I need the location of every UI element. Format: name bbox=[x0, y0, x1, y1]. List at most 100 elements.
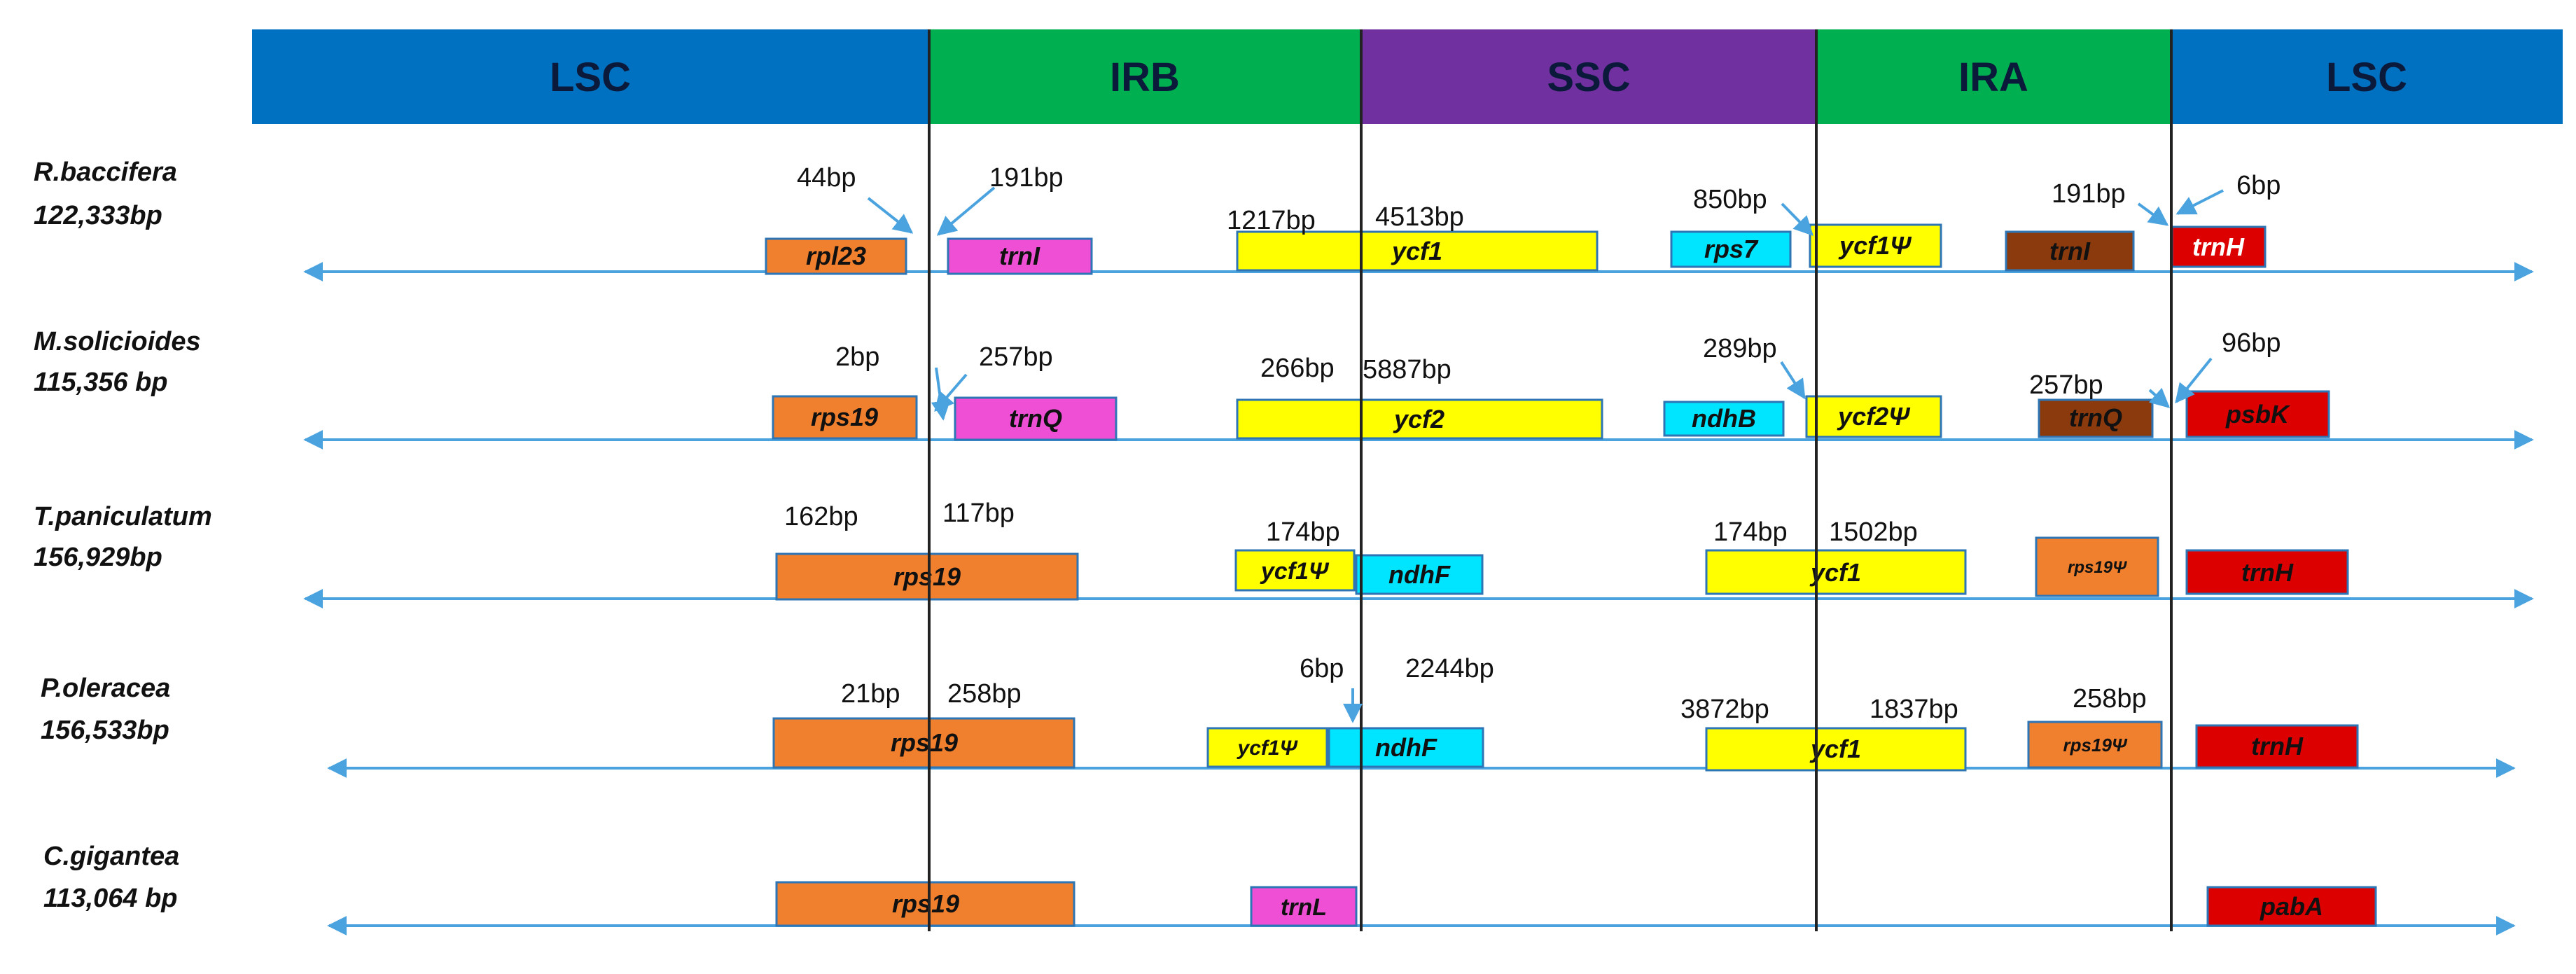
gene-label: ycf1Ψ bbox=[1237, 737, 1298, 760]
pointer-arrows bbox=[867, 186, 2224, 723]
gene-labels: rpl23 trnI ycf1 rps7 ycf1Ψ trnI trnH rps… bbox=[806, 231, 2323, 921]
gene-box-trnQ-ira bbox=[2038, 398, 2154, 438]
bp-label: 117bp bbox=[942, 499, 1015, 528]
bp-labels: 44bp 191bp 1217bp 4513bp 850bp 191bp 6bp… bbox=[784, 163, 2281, 724]
gene-box-rpl23 bbox=[765, 237, 907, 275]
gene-box-ndhB bbox=[1663, 401, 1785, 437]
species-name: T.paniculatum bbox=[34, 502, 212, 531]
junction-lines bbox=[928, 29, 2173, 931]
gene-label: trnH bbox=[2251, 732, 2304, 760]
species-size: 156,533bp bbox=[41, 716, 169, 745]
pointer-arrow bbox=[2175, 357, 2213, 404]
gene-box-ycf2-pseudo bbox=[1805, 395, 1942, 438]
region-ira bbox=[1816, 29, 2171, 124]
bp-label: 191bp bbox=[989, 163, 1064, 193]
gene-box-ycf1 bbox=[1236, 230, 1599, 272]
gene-label: ycf1Ψ bbox=[1838, 231, 1912, 260]
species-labels: R.baccifera 122,333bp M.solicioides 115,… bbox=[34, 158, 212, 913]
gene-box-rps19 bbox=[775, 552, 1079, 601]
region-label-ira: IRA bbox=[1958, 55, 2028, 100]
gene-label: rps19 bbox=[892, 889, 959, 918]
species-size: 115,356 bp bbox=[34, 368, 168, 397]
gene-box-ndhF bbox=[1355, 554, 1484, 595]
gene-label: ndhF bbox=[1388, 560, 1451, 589]
bp-label: 162bp bbox=[784, 502, 858, 531]
gene-box-psbK bbox=[2185, 390, 2330, 438]
species-name: R.baccifera bbox=[34, 158, 177, 187]
gene-label: rpl23 bbox=[806, 242, 866, 270]
bp-label: 1217bp bbox=[1227, 206, 1316, 235]
gene-label: trnI bbox=[999, 242, 1040, 270]
bp-label: 6bp bbox=[1300, 654, 1344, 683]
gene-box-trnL bbox=[1250, 886, 1358, 927]
bp-label: 1837bp bbox=[1870, 695, 1958, 724]
pointer-arrow bbox=[1780, 361, 1806, 400]
gene-box-ycf1 bbox=[1705, 727, 1967, 772]
bp-label: 257bp bbox=[979, 342, 1053, 372]
region-label-irb: IRB bbox=[1110, 55, 1180, 100]
gene-label: ycf2Ψ bbox=[1837, 402, 1911, 431]
gene-label: trnQ bbox=[1009, 404, 1062, 433]
gene-label: ycf1Ψ bbox=[1260, 558, 1330, 585]
bp-label: 5887bp bbox=[1363, 355, 1451, 384]
region-header: LSC IRB SSC IRA LSC bbox=[252, 29, 2563, 124]
bp-label: 3872bp bbox=[1680, 695, 1769, 724]
gene-label: rps19Ψ bbox=[2063, 735, 2128, 756]
pointer-arrow bbox=[2137, 202, 2169, 226]
gene-label: pabA bbox=[2260, 892, 2323, 921]
bp-label: 266bp bbox=[1260, 354, 1335, 383]
bp-label: 96bp bbox=[2222, 328, 2281, 358]
gene-label: ycf1 bbox=[1391, 237, 1442, 265]
species-size: 156,929bp bbox=[34, 543, 162, 572]
gene-box-trnQ bbox=[954, 396, 1118, 441]
species-name: M.solicioides bbox=[34, 327, 201, 356]
bp-label: 174bp bbox=[1713, 517, 1788, 547]
gene-label: ycf1 bbox=[1809, 558, 1861, 587]
gene-box-pabA bbox=[2206, 886, 2377, 927]
bp-label: 258bp bbox=[2073, 684, 2147, 714]
gene-label: rps19 bbox=[891, 728, 958, 757]
region-lsc-left bbox=[252, 29, 929, 124]
bp-label: 2244bp bbox=[1405, 654, 1494, 683]
gene-label: ycf1 bbox=[1809, 735, 1861, 763]
gene-box-ycf1-pseudo bbox=[1809, 223, 1942, 268]
gene-box-rps19-pseudo bbox=[2035, 536, 2159, 597]
bp-label: 258bp bbox=[947, 679, 1022, 709]
pointer-arrow bbox=[936, 186, 996, 236]
gene-box-trnH bbox=[2185, 549, 2349, 595]
gene-label: trnI bbox=[2049, 237, 2091, 265]
gene-box-trnI bbox=[947, 237, 1093, 275]
gene-box-rps19 bbox=[772, 717, 1075, 769]
pointer-arrow bbox=[1781, 202, 1813, 237]
gene-label: trnQ bbox=[2069, 403, 2122, 432]
gene-box-rps7 bbox=[1670, 230, 1792, 268]
gene-boxes bbox=[765, 223, 2377, 927]
region-label-lsc-left: LSC bbox=[550, 55, 631, 100]
bp-label: 850bp bbox=[1693, 185, 1767, 214]
gene-label: trnH bbox=[2192, 232, 2245, 261]
bp-label: 174bp bbox=[1266, 517, 1340, 547]
region-label-lsc-right: LSC bbox=[2326, 55, 2407, 100]
bp-label: 289bp bbox=[1703, 334, 1777, 363]
gene-label: trnH bbox=[2241, 558, 2294, 587]
species-name: C.gigantea bbox=[43, 842, 179, 871]
gene-label: rps19Ψ bbox=[2068, 558, 2127, 577]
gene-box-rps19 bbox=[772, 395, 918, 440]
species-size: 122,333bp bbox=[34, 201, 162, 230]
bp-label: 191bp bbox=[2052, 179, 2126, 209]
gene-box-trnI-ira bbox=[2005, 230, 2135, 272]
gene-label: rps7 bbox=[1704, 235, 1759, 263]
bp-label: 4513bp bbox=[1375, 202, 1464, 232]
bp-label: 1502bp bbox=[1829, 517, 1918, 547]
pointer-arrow bbox=[934, 373, 968, 412]
species-name: P.oleracea bbox=[41, 674, 170, 703]
gene-label: ycf2 bbox=[1393, 405, 1444, 433]
region-irb bbox=[929, 29, 1361, 124]
gene-box-ycf1 bbox=[1705, 549, 1967, 595]
bp-label: 6bp bbox=[2236, 171, 2281, 200]
gene-label: rps19 bbox=[893, 562, 961, 591]
gene-box-ndhF bbox=[1328, 727, 1484, 768]
pointer-arrow bbox=[2175, 189, 2224, 215]
gene-box-rps19 bbox=[775, 881, 1075, 927]
